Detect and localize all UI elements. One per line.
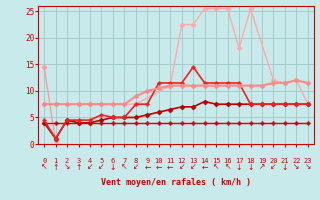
Text: ↖: ↖ [41, 163, 47, 172]
X-axis label: Vent moyen/en rafales ( km/h ): Vent moyen/en rafales ( km/h ) [101, 178, 251, 187]
Text: ↗: ↗ [259, 163, 265, 172]
Text: ↙: ↙ [87, 163, 93, 172]
Text: ↘: ↘ [64, 163, 70, 172]
Text: ↖: ↖ [213, 163, 219, 172]
Text: ←: ← [144, 163, 150, 172]
Text: ↓: ↓ [110, 163, 116, 172]
Text: ↑: ↑ [75, 163, 82, 172]
Text: ↑: ↑ [52, 163, 59, 172]
Text: ↓: ↓ [236, 163, 242, 172]
Text: ←: ← [167, 163, 173, 172]
Text: ↘: ↘ [305, 163, 311, 172]
Text: ↙: ↙ [98, 163, 105, 172]
Text: ↙: ↙ [270, 163, 277, 172]
Text: ↖: ↖ [224, 163, 231, 172]
Text: ↙: ↙ [190, 163, 196, 172]
Text: ←: ← [202, 163, 208, 172]
Text: ↖: ↖ [121, 163, 128, 172]
Text: ↙: ↙ [179, 163, 185, 172]
Text: ↘: ↘ [293, 163, 300, 172]
Text: ↓: ↓ [247, 163, 254, 172]
Text: ↙: ↙ [133, 163, 139, 172]
Text: ↓: ↓ [282, 163, 288, 172]
Text: ←: ← [156, 163, 162, 172]
